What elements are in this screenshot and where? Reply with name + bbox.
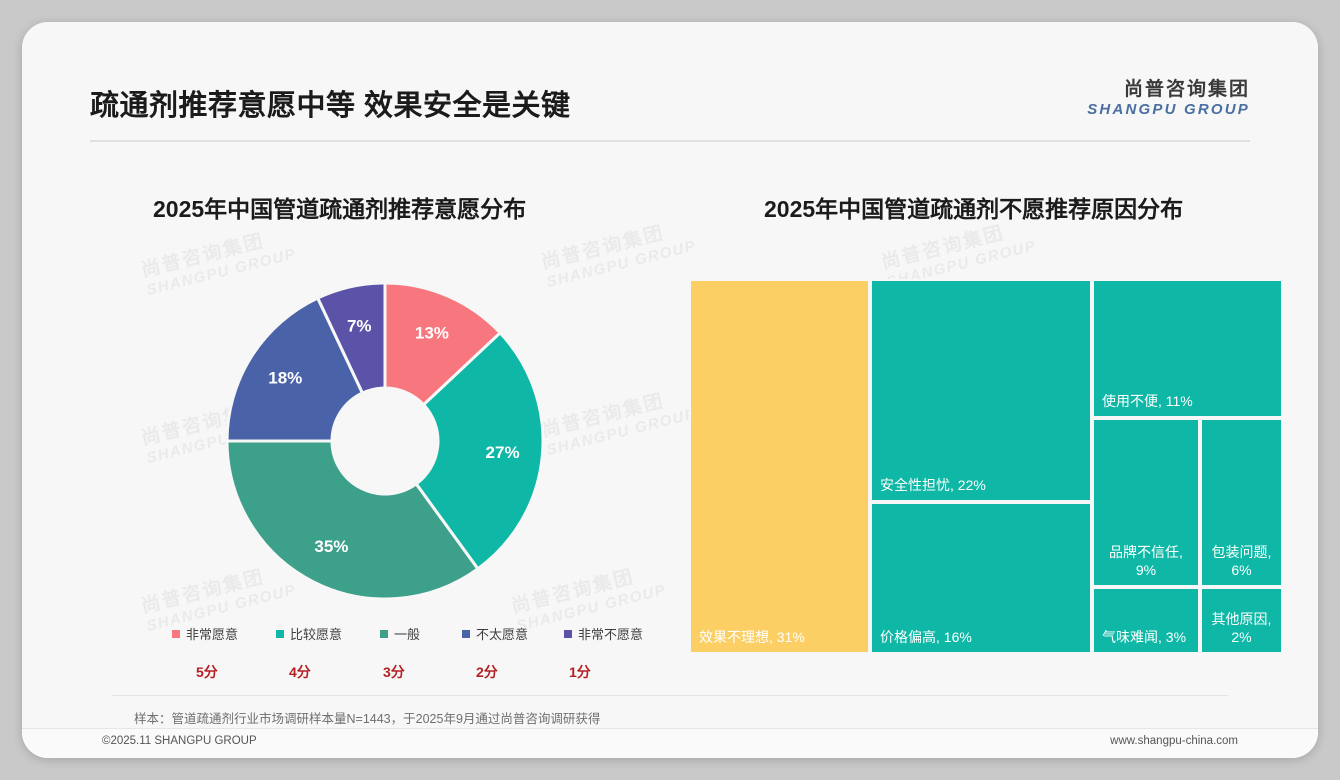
copyright-text: ©2025.11 SHANGPU GROUP bbox=[102, 735, 257, 747]
score-scale-row: 5分 4分 3分 2分 1分 bbox=[172, 662, 642, 684]
legend-swatch-icon bbox=[462, 629, 470, 638]
legend-label: 比较愿意 bbox=[290, 627, 343, 642]
legend-item[interactable]: 非常愿意 bbox=[172, 624, 238, 643]
brand-logo: 尚普咨询集团 SHANGPU GROUP bbox=[1087, 80, 1250, 118]
legend-item[interactable]: 非常不愿意 bbox=[564, 624, 643, 643]
treemap-cell-label: 其他原因, 2% bbox=[1211, 611, 1272, 645]
watermark: 尚普咨询集团 SHANGPU GROUP bbox=[539, 222, 699, 292]
donut-slice-label: 35% bbox=[314, 537, 348, 556]
donut-slice-label: 13% bbox=[415, 324, 449, 343]
bottom-divider bbox=[22, 728, 1318, 729]
watermark: 尚普咨询集团 SHANGPU GROUP bbox=[539, 390, 699, 460]
legend-item[interactable]: 比较愿意 bbox=[276, 624, 342, 643]
page-title: 疏通剂推荐意愿中等 效果安全是关键 bbox=[90, 90, 571, 122]
donut-chart: 13% 27% 35% 18% 7% bbox=[218, 274, 552, 608]
footnote-divider bbox=[112, 695, 1228, 696]
logo-chinese-text: 尚普咨询集团 bbox=[1123, 79, 1250, 100]
legend-label: 不太愿意 bbox=[476, 627, 529, 642]
donut-slice[interactable] bbox=[414, 330, 545, 571]
donut-slice[interactable] bbox=[225, 296, 365, 443]
treemap-cell-label: 品牌不信任, 9% bbox=[1109, 544, 1183, 578]
treemap-cell[interactable]: 价格偏高, 16% bbox=[870, 502, 1092, 654]
donut-slice[interactable] bbox=[225, 439, 480, 601]
treemap-cell[interactable]: 使用不便, 11% bbox=[1092, 279, 1283, 418]
treemap-cell-label: 价格偏高, 16% bbox=[880, 628, 972, 645]
logo-english-text: SHANGPU GROUP bbox=[1087, 100, 1250, 118]
legend-swatch-icon bbox=[380, 629, 388, 638]
treemap-cell[interactable]: 品牌不信任, 9% bbox=[1092, 418, 1200, 587]
legend-swatch-icon bbox=[172, 629, 180, 638]
treemap-cell[interactable]: 气味难闻, 3% bbox=[1092, 587, 1200, 654]
donut-chart-svg: 13% 27% 35% 18% 7% bbox=[225, 281, 545, 601]
legend-label: 一般 bbox=[394, 627, 421, 642]
treemap-cell[interactable]: 包装问题, 6% bbox=[1200, 418, 1283, 587]
legend-label: 非常愿意 bbox=[186, 627, 239, 642]
treemap-cell-label: 包装问题, 6% bbox=[1211, 544, 1272, 578]
donut-slice[interactable] bbox=[315, 281, 387, 396]
bottom-bar bbox=[22, 729, 1318, 758]
treemap-cell-label: 安全性担忧, 22% bbox=[880, 476, 986, 493]
legend-label: 非常不愿意 bbox=[578, 627, 644, 642]
treemap-cell-label: 效果不理想, 31% bbox=[699, 628, 805, 645]
donut-legend: 非常愿意 比较愿意 一般 不太愿意 非常不愿意 bbox=[172, 624, 643, 644]
slide-inner: 尚普咨询集团 SHANGPU GROUP 尚普咨询集团 SHANGPU GROU… bbox=[22, 22, 1318, 758]
treemap-cell-label: 使用不便, 11% bbox=[1102, 392, 1193, 409]
slide-header: 疏通剂推荐意愿中等 效果安全是关键 尚普咨询集团 SHANGPU GROUP bbox=[90, 58, 1250, 140]
donut-slice-label: 18% bbox=[268, 369, 302, 388]
donut-slice-label: 7% bbox=[347, 317, 372, 336]
right-chart-title: 2025年中国管道疏通剂不愿推荐原因分布 bbox=[764, 196, 1184, 222]
treemap-cell[interactable]: 效果不理想, 31% bbox=[689, 279, 870, 654]
header-divider bbox=[90, 140, 1250, 142]
score-label: 2分 bbox=[476, 664, 498, 680]
treemap-cell[interactable]: 安全性担忧, 22% bbox=[870, 279, 1092, 502]
treemap-cell-label: 气味难闻, 3% bbox=[1102, 628, 1187, 645]
website-link[interactable]: www.shangpu-china.com bbox=[1110, 735, 1238, 747]
legend-item[interactable]: 一般 bbox=[380, 624, 420, 643]
sample-footnote: 样本：管道疏通剂行业市场调研样本量N=1443，于2025年9月通过尚普咨询调研… bbox=[134, 712, 601, 726]
legend-swatch-icon bbox=[564, 629, 572, 638]
score-label: 4分 bbox=[289, 664, 311, 680]
score-label: 3分 bbox=[383, 664, 405, 680]
legend-swatch-icon bbox=[276, 629, 284, 638]
donut-slice[interactable] bbox=[383, 281, 503, 407]
legend-item[interactable]: 不太愿意 bbox=[462, 624, 528, 643]
left-chart-title: 2025年中国管道疏通剂推荐意愿分布 bbox=[153, 196, 527, 222]
treemap-cell[interactable]: 其他原因, 2% bbox=[1200, 587, 1283, 654]
treemap-chart: 效果不理想, 31% 安全性担忧, 22% 价格偏高, 16% 使用不便, 11% 品牌… bbox=[689, 279, 1283, 654]
slide-card: 尚普咨询集团 SHANGPU GROUP 尚普咨询集团 SHANGPU GROU… bbox=[22, 22, 1318, 758]
score-label: 1分 bbox=[569, 664, 591, 680]
donut-slice-label: 27% bbox=[486, 443, 520, 462]
score-label: 5分 bbox=[196, 664, 218, 680]
